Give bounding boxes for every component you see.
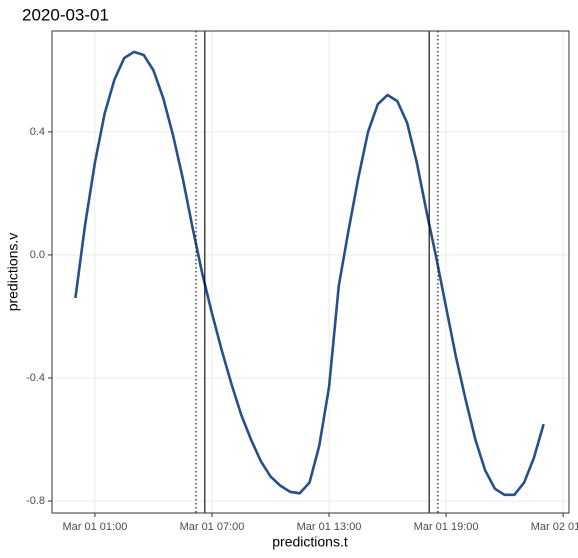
- y-tick-label: -0.8: [26, 495, 45, 507]
- panel-border: [51, 30, 570, 514]
- x-tick-label: Mar 01 13:00: [297, 521, 362, 533]
- x-tick-label: Mar 01 07:00: [180, 521, 245, 533]
- x-tick-label: Mar 01 19:00: [414, 521, 479, 533]
- x-tick-label: Mar 01 01:00: [63, 521, 128, 533]
- y-axis-title: predictions.v: [5, 233, 21, 312]
- y-tick-label: -0.4: [26, 372, 45, 384]
- chart-title: 2020-03-01: [22, 5, 109, 24]
- line-series: [74, 50, 545, 497]
- x-tick-label: Mar 02 01:00: [531, 521, 578, 533]
- x-axis-title: predictions.t: [272, 534, 348, 550]
- y-tick-label: 0.0: [30, 249, 45, 261]
- y-tick-label: 0.4: [30, 126, 45, 138]
